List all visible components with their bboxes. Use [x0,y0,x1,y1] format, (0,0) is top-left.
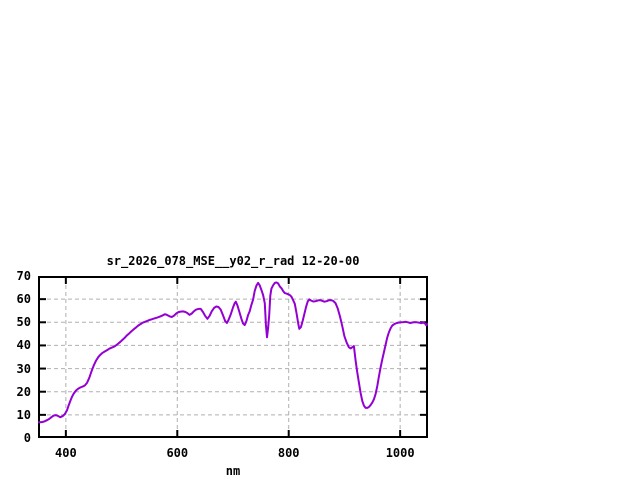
plot-border [38,276,428,438]
y-tick-label: 50 [16,315,31,330]
y-tick-label: 10 [16,407,31,422]
x-tick-label: 600 [166,446,189,460]
plot-area [38,276,428,438]
y-tick-label: 30 [16,361,31,376]
y-tick-label: 0 [23,431,31,445]
y-tick-label: 70 [16,269,31,283]
chart-title: sr_2026_078_MSE__y02_r_rad 12-20-00 [106,254,360,268]
y-tick-label: 20 [16,384,31,399]
x-tick-label: 800 [277,446,300,460]
x-axis-label: nm [225,464,241,478]
y-tick-label: 60 [16,292,31,307]
x-tick-label: 400 [55,446,77,460]
y-tick-label: 40 [16,338,31,353]
series-line [38,281,428,424]
x-tick-label: 1000 [385,446,415,460]
